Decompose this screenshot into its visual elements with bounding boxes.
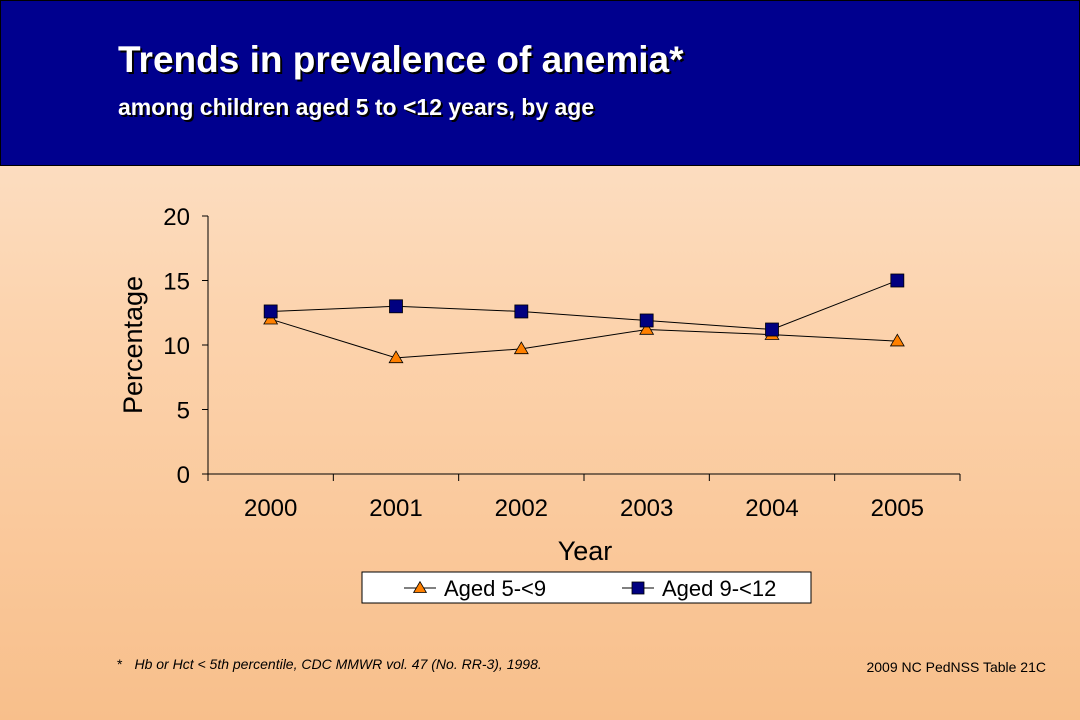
footnote-text: Hb or Hct < 5th percentile, CDC MMWR vol… [134, 656, 542, 672]
data-point-triangle [889, 333, 905, 347]
y-tick-label: 5 [177, 398, 190, 425]
footnote-marker: * [117, 656, 123, 672]
data-point-square [639, 313, 654, 328]
legend-box [361, 571, 812, 604]
x-tick-label: 2000 [244, 495, 297, 522]
data-point-square [890, 273, 905, 288]
y-tick-label: 15 [163, 269, 190, 296]
x-tick-label: 2002 [495, 495, 548, 522]
legend-label: Aged 5-<9 [444, 576, 546, 601]
data-point-square [514, 304, 529, 319]
y-tick-label: 10 [163, 333, 190, 360]
data-point-square [263, 304, 278, 319]
data-point-square [765, 322, 779, 337]
legend-marker-triangle [412, 580, 428, 593]
page-subtitle: among children aged 5 to <12 years, by a… [118, 94, 595, 120]
x-axis-title: Year [558, 536, 613, 566]
y-axis-title: Percentage [118, 276, 148, 414]
x-tick-label: 2003 [620, 495, 673, 522]
source-note: 2009 NC PedNSS Table 21C [866, 659, 1046, 675]
x-tick-label: 2005 [871, 495, 924, 522]
page-title: Trends in prevalence of anemia* [118, 39, 684, 80]
data-point-triangle [388, 350, 404, 364]
x-tick-label: 2001 [369, 495, 422, 522]
title-banner: Trends in prevalence of anemia* among ch… [0, 0, 1080, 166]
y-tick-label: 20 [163, 204, 190, 231]
legend-label: Aged 9-<12 [662, 576, 776, 601]
footnote: * Hb or Hct < 5th percentile, CDC MMWR vo… [117, 656, 542, 672]
data-point-triangle [639, 321, 655, 335]
series-line [270, 318, 898, 359]
series-line [270, 280, 898, 331]
chart-legend: Aged 5-<9 Aged 9-<12 [361, 571, 812, 604]
x-tick-label: 2004 [745, 495, 798, 522]
data-point-triangle [513, 341, 529, 355]
data-point-square [389, 299, 403, 314]
y-tick-label: 0 [177, 462, 190, 489]
legend-marker-square [631, 581, 645, 595]
